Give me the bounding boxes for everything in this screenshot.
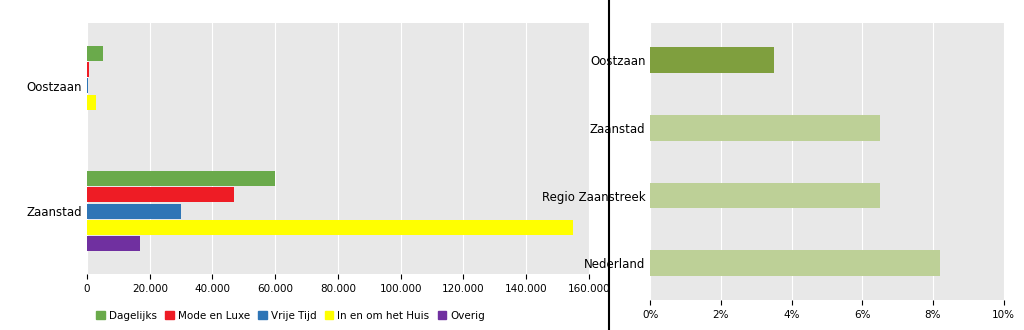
Bar xyxy=(87,220,573,235)
Bar xyxy=(87,62,89,77)
Bar xyxy=(650,48,774,73)
Bar xyxy=(87,187,234,202)
Bar xyxy=(650,250,940,276)
Bar xyxy=(87,171,275,186)
Bar xyxy=(87,95,96,110)
Bar xyxy=(650,183,880,208)
Bar xyxy=(87,204,181,219)
Legend: Dagelijks, Mode en Luxe, Vrije Tijd, In en om het Huis, Overig: Dagelijks, Mode en Luxe, Vrije Tijd, In … xyxy=(92,307,489,325)
Bar xyxy=(87,236,140,251)
Bar xyxy=(87,46,102,61)
Bar xyxy=(650,115,880,141)
